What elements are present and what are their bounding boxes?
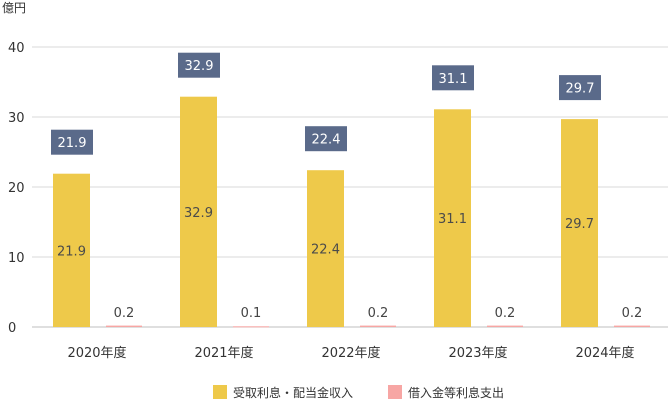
total-box-value: 31.1 — [439, 72, 468, 87]
bar-income — [307, 170, 344, 327]
bar-income — [434, 109, 471, 327]
y-tick-label: 40 — [8, 41, 25, 56]
data-label-income: 32.9 — [184, 206, 213, 221]
total-box-value: 32.9 — [185, 59, 214, 74]
data-label-income: 31.1 — [438, 212, 467, 227]
bar-interest-expense — [106, 325, 142, 327]
y-axis-ticks: 0 10 20 30 40 — [8, 41, 25, 336]
bar-interest-expense — [233, 326, 269, 328]
total-box — [305, 126, 347, 152]
bar-interest-expense — [487, 325, 523, 327]
legend-label: 借入金等利息支出 — [408, 385, 504, 400]
x-axis-categories: 2020年度 2021年度 2022年度 2023年度 2024年度 — [67, 345, 634, 361]
data-label-interest-expense: 0.2 — [495, 306, 516, 321]
data-label-interest-expense: 0.2 — [622, 306, 643, 321]
data-label-income: 29.7 — [565, 217, 594, 232]
legend-label: 受取利息・配当金収入 — [233, 385, 353, 400]
data-labels: 21.9 0.2 32.9 0.1 22.4 0.2 31.1 0.2 29.7 0.2 — [57, 206, 642, 321]
bar-interest-expense — [614, 325, 650, 327]
bars — [53, 96, 650, 328]
data-label-interest-expense: 0.2 — [114, 306, 135, 321]
legend-swatch — [213, 385, 227, 399]
total-box — [559, 75, 601, 101]
y-tick-label: 10 — [8, 251, 25, 266]
y-tick-label: 30 — [8, 111, 25, 126]
y-tick-label: 0 — [8, 321, 16, 336]
x-category-label: 2024年度 — [575, 345, 634, 361]
x-category-label: 2020年度 — [67, 345, 126, 361]
y-tick-label: 20 — [8, 181, 25, 196]
total-box — [178, 52, 220, 78]
data-label-income: 21.9 — [57, 244, 86, 259]
bar-income — [53, 173, 90, 327]
y-axis-unit-label: 億円 — [2, 1, 26, 15]
bar-income — [180, 96, 217, 327]
data-label-interest-expense: 0.2 — [368, 306, 389, 321]
data-label-income: 22.4 — [311, 243, 340, 258]
legend: 受取利息・配当金収入 借入金等利息支出 — [213, 385, 504, 400]
total-value-boxes: 21.9 32.9 22.4 31.1 29.7 — [51, 52, 601, 155]
bar-income — [561, 119, 598, 327]
legend-swatch — [388, 385, 402, 399]
bar-interest-expense — [360, 325, 396, 327]
total-box — [432, 65, 474, 91]
total-box-value: 21.9 — [58, 136, 87, 151]
data-label-interest-expense: 0.1 — [241, 306, 262, 321]
total-box-value: 22.4 — [312, 133, 341, 148]
x-category-label: 2021年度 — [194, 345, 253, 361]
total-box-value: 29.7 — [566, 82, 595, 97]
total-box — [51, 129, 93, 155]
x-category-label: 2022年度 — [321, 345, 380, 361]
x-category-label: 2023年度 — [448, 345, 507, 361]
